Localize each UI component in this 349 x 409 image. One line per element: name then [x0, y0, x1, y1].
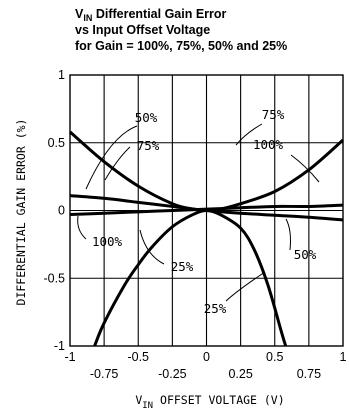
x-tick-label: 1 — [340, 350, 347, 364]
y-tick-label: 0 — [58, 204, 65, 218]
title-v-letter: V — [75, 7, 84, 21]
series-curves — [69, 130, 344, 347]
y-tick-label: 1 — [58, 68, 65, 82]
chart-title-line-1: VIN Differential Gain Error — [75, 6, 347, 23]
x-tick-label: 0 — [203, 350, 210, 364]
annotation-label-100-percent: 100% — [92, 234, 123, 249]
y-axis-label: DIFFERENTIAL GAIN ERROR (%) — [14, 119, 28, 306]
x-tick-label: 0.5 — [266, 350, 283, 364]
chart-title: VIN Differential Gain Error vs Input Off… — [75, 6, 347, 54]
annotation-leader — [290, 154, 320, 183]
annotation-leaders — [77, 123, 320, 302]
y-tick-label: -0.5 — [43, 271, 65, 285]
plot-frame — [69, 74, 344, 347]
annotation-label-75-percent: 75% — [137, 138, 160, 153]
x-tick-label: 0.75 — [297, 367, 321, 381]
x-tick-label: 0.25 — [228, 367, 252, 381]
annotation-label-50-percent: 50% — [135, 110, 158, 125]
annotation-leader — [139, 229, 165, 265]
annotation-labels: 50% 75% 75% 100% 100% 50% 25% 25% — [92, 107, 317, 316]
annotation-label-25-percent: 25% — [171, 259, 194, 274]
annotation-leader — [85, 125, 138, 190]
x-tick-label: -0.5 — [127, 350, 149, 364]
x-tick-label: -1 — [64, 350, 75, 364]
tick-labels: -1 -0.5 0 0.5 1 -0.75 -0.25 0.25 0.75 1 0.5 0 -0.5 -1 — [43, 68, 346, 381]
annotation-leader — [235, 123, 263, 146]
chart-title-line-3: for Gain = 100%, 75%, 50% and 25% — [75, 39, 288, 53]
x-tick-label: -0.75 — [90, 367, 119, 381]
x-axis-label: VIN OFFSET VOLTAGE (V) — [135, 393, 284, 409]
annotation-leader — [104, 146, 131, 181]
grid — [70, 75, 343, 346]
title-line-1-rest: Differential Gain Error — [92, 7, 227, 21]
x-tick-label: -0.25 — [158, 367, 187, 381]
title-subscript: IN — [83, 13, 93, 23]
annotation-label-50-percent: 50% — [294, 247, 317, 262]
chart-title-line-2: vs Input Offset Voltage — [75, 23, 211, 37]
y-tick-label: -1 — [54, 339, 65, 353]
series-curve-25-percent — [93, 209, 288, 347]
annotation-label-75-percent: 75% — [262, 107, 285, 122]
annotation-leader — [77, 215, 87, 240]
annotation-label-100-percent: 100% — [253, 137, 284, 152]
annotation-leader — [225, 271, 266, 302]
annotation-label-25-percent: 25% — [204, 301, 227, 316]
annotation-leader — [285, 218, 291, 251]
y-tick-label: 0.5 — [48, 136, 65, 150]
